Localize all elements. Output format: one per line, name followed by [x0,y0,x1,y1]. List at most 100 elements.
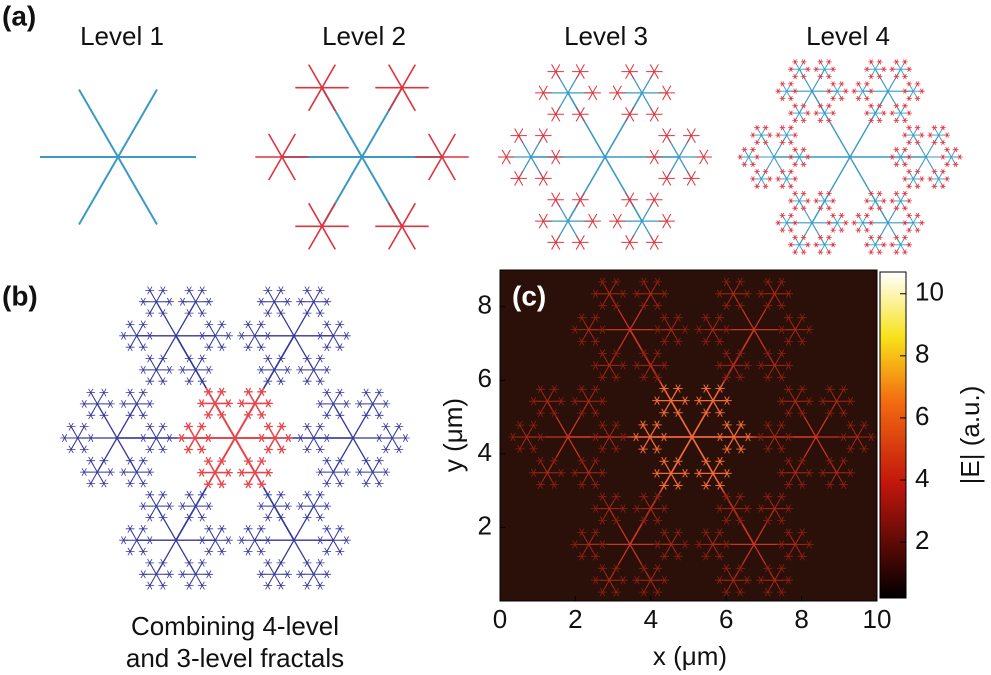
fractal-branch [781,389,810,414]
fractal-branch [680,325,690,334]
fractal-branch [123,392,150,416]
fractal-branch [381,445,391,454]
fractal-branch [125,524,135,533]
colorbar-tick-label: 10 [915,277,944,307]
fractal-branch [263,286,273,295]
fractal-branch [788,154,794,160]
fractal-branch [804,325,814,334]
fractal-branch [322,365,332,374]
fractal-branch [335,343,345,352]
fractal-branch [777,516,787,525]
fractal-branch [763,564,773,573]
fractal-branch [868,59,874,65]
fractal-branch [756,289,766,299]
fractal-branch [876,73,883,80]
fractal-branch [197,354,207,363]
fractal-branch [315,309,325,318]
fractal-branch [320,324,347,348]
fractal-branch [621,192,638,208]
fractal-branch [355,399,364,408]
fractal-branch [839,432,849,442]
fractal-branch [779,183,786,189]
fractal-branch [611,277,621,287]
fractal-branch [204,365,214,374]
fractal-branch [892,237,910,253]
fractal-branch [813,66,819,72]
fractal-branch [930,171,948,187]
fractal-branch [659,313,669,322]
fractal-branch [217,343,227,352]
fractal-branch [864,242,870,248]
fractal-branch [788,110,794,116]
fractal-branch [892,149,910,165]
fractal-branch [254,505,334,575]
fractal-branch [611,373,621,382]
fractal-branch [818,396,828,406]
fractal-branch [283,433,293,443]
fractal-branch [197,536,207,545]
fractal-branch [203,410,213,420]
fractal-branch [355,468,364,477]
fractal-branch [653,492,663,501]
fractal-branch [763,587,773,597]
fractal-branch [359,460,386,484]
fractal-branch [197,445,207,454]
fractal-branch [597,564,607,573]
fractal-branch [767,132,773,138]
fractal-branch [591,480,601,489]
fractal-branch [322,479,332,488]
fractal-branch [374,433,384,443]
x-tick-label: 0 [493,604,507,634]
fractal-branch [241,391,269,416]
fractal-branch [876,103,883,109]
fractal-branch [315,331,325,340]
fractal-branch [302,581,312,590]
fractal-branch [591,456,601,466]
fractal-branch [868,117,874,124]
fractal-branch [277,445,287,454]
fractal-branch [931,168,938,175]
fractal-branch [243,410,253,420]
fractal-branch [866,432,876,442]
fractal-branch [577,528,587,537]
fractal-branch [906,212,912,219]
fractal-branch [217,456,227,466]
fractal-branch [839,385,849,394]
fractal-branch [864,81,870,87]
fractal-branch [138,388,148,397]
fractal-branch [138,524,148,533]
fractal-branch [783,575,793,585]
fractal-branch [797,528,807,537]
fractal-branch [919,132,925,138]
fractal-branch [904,83,922,99]
fractal-branch [712,293,796,366]
fractal-branch [638,420,648,430]
fractal-branch [182,290,209,314]
fractal-branch [715,481,725,490]
fractal-branch [263,468,273,477]
fractal-branch [263,445,273,454]
fractal-branch [864,66,870,72]
fractal-branch [763,516,773,525]
fractal-branch [881,66,887,72]
caption: Combining 4-level [131,611,339,641]
fractal-branch [788,139,794,146]
fractal-branch [715,361,725,370]
fractal-branch [64,426,91,450]
fractal-branch [533,389,562,414]
fractal-branch [701,337,711,346]
fractal-branch [243,343,253,352]
fractal-branch [257,410,267,420]
fractal-branch [652,420,662,430]
fractal-branch [839,456,849,466]
fractal-branch [783,528,793,537]
fractal-branch [876,249,883,255]
fractal-branch [577,313,587,322]
fractal-branch [919,88,925,94]
fractal-branch [944,161,950,167]
fractal-branch [588,293,672,366]
fractal-branch [184,309,194,318]
fractal-branch [779,212,786,219]
fractal-branch [322,411,332,420]
fractal-branch [197,513,207,522]
